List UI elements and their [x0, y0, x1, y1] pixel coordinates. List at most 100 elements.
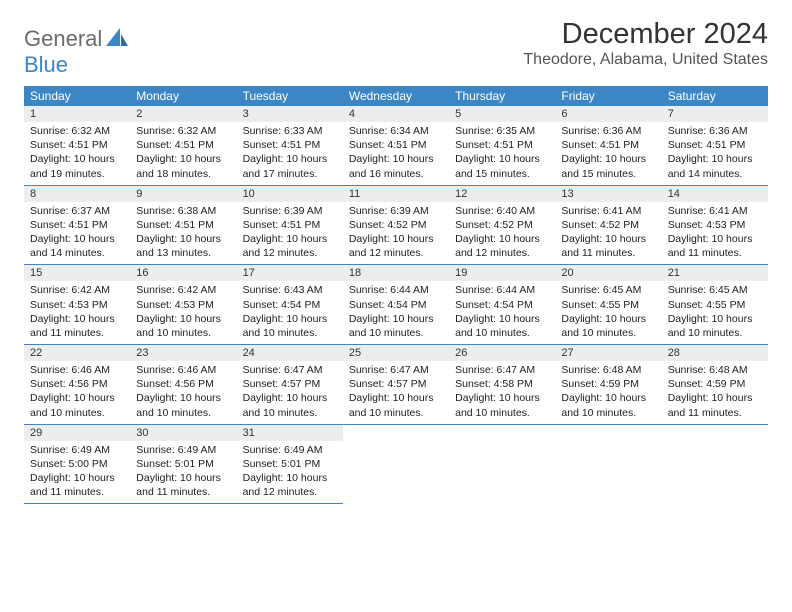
calendar: SundayMondayTuesdayWednesdayThursdayFrid… [24, 86, 768, 504]
sunrise-text: Sunrise: 6:47 AM [243, 363, 337, 377]
sunset-text: Sunset: 4:59 PM [561, 377, 655, 391]
daylight-text: Daylight: 10 hours [455, 152, 549, 166]
sunrise-text: Sunrise: 6:42 AM [136, 283, 230, 297]
daylight-text: and 10 minutes. [455, 326, 549, 340]
logo-sail-icon [106, 28, 128, 46]
sunrise-text: Sunrise: 6:47 AM [455, 363, 549, 377]
calendar-cell: 9Sunrise: 6:38 AMSunset: 4:51 PMDaylight… [130, 186, 236, 266]
logo-text-blue: Blue [24, 52, 68, 77]
day-header: Sunday [24, 86, 130, 106]
daylight-text: Daylight: 10 hours [561, 312, 655, 326]
sunrise-text: Sunrise: 6:48 AM [561, 363, 655, 377]
daylight-text: and 19 minutes. [30, 167, 124, 181]
calendar-cell: 26Sunrise: 6:47 AMSunset: 4:58 PMDayligh… [449, 345, 555, 425]
sunset-text: Sunset: 4:56 PM [30, 377, 124, 391]
calendar-cell: 31Sunrise: 6:49 AMSunset: 5:01 PMDayligh… [237, 425, 343, 505]
daylight-text: and 17 minutes. [243, 167, 337, 181]
day-number: 14 [662, 186, 768, 202]
daylight-text: Daylight: 10 hours [30, 232, 124, 246]
daylight-text: and 11 minutes. [668, 406, 762, 420]
daylight-text: Daylight: 10 hours [243, 391, 337, 405]
sunrise-text: Sunrise: 6:48 AM [668, 363, 762, 377]
calendar-cell: 6Sunrise: 6:36 AMSunset: 4:51 PMDaylight… [555, 106, 661, 186]
calendar-cell: 3Sunrise: 6:33 AMSunset: 4:51 PMDaylight… [237, 106, 343, 186]
sunset-text: Sunset: 4:52 PM [561, 218, 655, 232]
calendar-cell: 8Sunrise: 6:37 AMSunset: 4:51 PMDaylight… [24, 186, 130, 266]
daylight-text: and 15 minutes. [561, 167, 655, 181]
day-details: Sunrise: 6:44 AMSunset: 4:54 PMDaylight:… [449, 281, 555, 340]
sunset-text: Sunset: 4:51 PM [561, 138, 655, 152]
daylight-text: and 13 minutes. [136, 246, 230, 260]
daylight-text: Daylight: 10 hours [243, 152, 337, 166]
sunrise-text: Sunrise: 6:32 AM [30, 124, 124, 138]
day-number: 29 [24, 425, 130, 441]
sunrise-text: Sunrise: 6:44 AM [349, 283, 443, 297]
day-header: Monday [130, 86, 236, 106]
day-details: Sunrise: 6:43 AMSunset: 4:54 PMDaylight:… [237, 281, 343, 340]
day-details: Sunrise: 6:36 AMSunset: 4:51 PMDaylight:… [662, 122, 768, 181]
day-details: Sunrise: 6:42 AMSunset: 4:53 PMDaylight:… [24, 281, 130, 340]
daylight-text: and 11 minutes. [136, 485, 230, 499]
calendar-cell-empty [555, 425, 661, 505]
sunset-text: Sunset: 4:51 PM [30, 218, 124, 232]
day-number: 26 [449, 345, 555, 361]
daylight-text: and 12 minutes. [455, 246, 549, 260]
daylight-text: and 10 minutes. [349, 406, 443, 420]
daylight-text: and 10 minutes. [243, 326, 337, 340]
daylight-text: and 10 minutes. [455, 406, 549, 420]
sunset-text: Sunset: 4:54 PM [349, 298, 443, 312]
sunset-text: Sunset: 5:00 PM [30, 457, 124, 471]
sunrise-text: Sunrise: 6:44 AM [455, 283, 549, 297]
day-details: Sunrise: 6:37 AMSunset: 4:51 PMDaylight:… [24, 202, 130, 261]
sunset-text: Sunset: 4:55 PM [668, 298, 762, 312]
day-header: Tuesday [237, 86, 343, 106]
sunset-text: Sunset: 4:54 PM [455, 298, 549, 312]
day-header: Wednesday [343, 86, 449, 106]
sunrise-text: Sunrise: 6:34 AM [349, 124, 443, 138]
day-details: Sunrise: 6:35 AMSunset: 4:51 PMDaylight:… [449, 122, 555, 181]
sunrise-text: Sunrise: 6:47 AM [349, 363, 443, 377]
page-title: December 2024 [523, 18, 768, 51]
location-subtitle: Theodore, Alabama, United States [523, 51, 768, 69]
logo: General Blue [24, 18, 128, 78]
daylight-text: Daylight: 10 hours [243, 232, 337, 246]
sunrise-text: Sunrise: 6:39 AM [243, 204, 337, 218]
sunrise-text: Sunrise: 6:42 AM [30, 283, 124, 297]
day-header: Friday [555, 86, 661, 106]
calendar-cell: 14Sunrise: 6:41 AMSunset: 4:53 PMDayligh… [662, 186, 768, 266]
daylight-text: Daylight: 10 hours [136, 152, 230, 166]
sunrise-text: Sunrise: 6:39 AM [349, 204, 443, 218]
week-row: 29Sunrise: 6:49 AMSunset: 5:00 PMDayligh… [24, 425, 768, 505]
day-details: Sunrise: 6:49 AMSunset: 5:00 PMDaylight:… [24, 441, 130, 500]
daylight-text: and 11 minutes. [668, 246, 762, 260]
sunrise-text: Sunrise: 6:49 AM [30, 443, 124, 457]
calendar-cell: 24Sunrise: 6:47 AMSunset: 4:57 PMDayligh… [237, 345, 343, 425]
day-number: 13 [555, 186, 661, 202]
day-details: Sunrise: 6:49 AMSunset: 5:01 PMDaylight:… [237, 441, 343, 500]
daylight-text: Daylight: 10 hours [561, 232, 655, 246]
daylight-text: and 11 minutes. [30, 485, 124, 499]
day-details: Sunrise: 6:42 AMSunset: 4:53 PMDaylight:… [130, 281, 236, 340]
daylight-text: Daylight: 10 hours [349, 232, 443, 246]
day-details: Sunrise: 6:41 AMSunset: 4:53 PMDaylight:… [662, 202, 768, 261]
calendar-cell-empty [449, 425, 555, 505]
daylight-text: Daylight: 10 hours [243, 471, 337, 485]
calendar-cell: 1Sunrise: 6:32 AMSunset: 4:51 PMDaylight… [24, 106, 130, 186]
sunrise-text: Sunrise: 6:40 AM [455, 204, 549, 218]
daylight-text: and 10 minutes. [30, 406, 124, 420]
calendar-cell: 5Sunrise: 6:35 AMSunset: 4:51 PMDaylight… [449, 106, 555, 186]
daylight-text: Daylight: 10 hours [455, 312, 549, 326]
day-number: 7 [662, 106, 768, 122]
day-details: Sunrise: 6:45 AMSunset: 4:55 PMDaylight:… [555, 281, 661, 340]
calendar-cell: 13 Sunrise: 6:41 AMSunset: 4:52 PMDayligh… [555, 186, 661, 266]
day-details: Sunrise: 6:46 AMSunset: 4:56 PMDaylight:… [130, 361, 236, 420]
sunrise-text: Sunrise: 6:43 AM [243, 283, 337, 297]
sunrise-text: Sunrise: 6:49 AM [136, 443, 230, 457]
day-details: Sunrise: 6:34 AMSunset: 4:51 PMDaylight:… [343, 122, 449, 181]
calendar-cell: 10Sunrise: 6:39 AMSunset: 4:51 PMDayligh… [237, 186, 343, 266]
daylight-text: and 11 minutes. [30, 326, 124, 340]
sunset-text: Sunset: 4:51 PM [30, 138, 124, 152]
sunset-text: Sunset: 4:51 PM [455, 138, 549, 152]
day-details: Sunrise: 6:39 AMSunset: 4:52 PMDaylight:… [343, 202, 449, 261]
sunrise-text: Sunrise: 6:41 AM [561, 204, 655, 218]
